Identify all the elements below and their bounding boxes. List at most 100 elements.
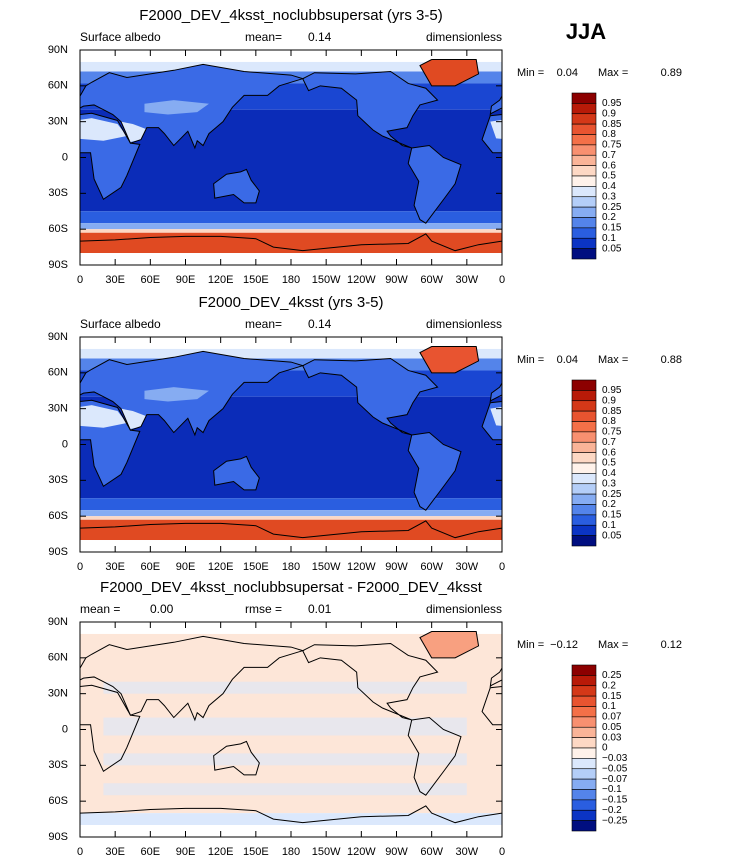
header-center-value: 0.14 xyxy=(308,30,332,44)
field-band xyxy=(80,211,502,224)
lat-tick-label: 0 xyxy=(62,151,68,163)
colorbar-box xyxy=(571,695,597,707)
lon-tick-label: 60E xyxy=(141,846,161,858)
land-fill xyxy=(0,433,39,511)
colorbar-label: 0.8 xyxy=(602,416,616,427)
lon-tick-label: 30E xyxy=(105,274,125,286)
colorbar-box xyxy=(571,400,597,412)
coastline xyxy=(0,146,39,224)
lon-tick-label: 60W xyxy=(420,274,443,286)
colorbar-box xyxy=(571,441,597,453)
colorbar-label: 0.2 xyxy=(602,680,616,691)
colorbar-label: 0.5 xyxy=(602,171,616,182)
colorbar-label: 0.6 xyxy=(602,447,616,458)
desert-fill xyxy=(543,409,568,429)
colorbar-box xyxy=(571,716,597,728)
lon-tick-label: 120E xyxy=(208,274,234,286)
coastline xyxy=(419,59,480,87)
colorbar-box xyxy=(571,390,597,402)
colorbar-box xyxy=(571,758,597,770)
colorbar-label: 0.8 xyxy=(602,129,616,140)
lat-tick-label: 60S xyxy=(48,510,68,522)
lon-tick-label: 150W xyxy=(312,561,341,573)
lon-tick-label: 90E xyxy=(176,274,196,286)
lon-tick-label: 60E xyxy=(141,561,161,573)
lon-tick-label: 60W xyxy=(420,846,443,858)
coastline xyxy=(80,350,305,437)
colorbar-label: −0.25 xyxy=(602,815,628,826)
colorbar-label: 0.15 xyxy=(602,691,622,702)
colorbar-label: 0.85 xyxy=(602,406,622,417)
coastline xyxy=(80,684,141,773)
lon-tick-label: 150E xyxy=(243,846,269,858)
land-fill xyxy=(302,71,438,148)
colorbar-label: −0.03 xyxy=(602,753,628,764)
colorbar-box xyxy=(571,747,597,759)
lat-tick-label: 60S xyxy=(48,223,68,235)
coastline xyxy=(407,717,462,796)
colorbar-box xyxy=(571,789,597,801)
lat-tick-label: 30N xyxy=(48,403,68,415)
coastline xyxy=(80,399,141,488)
colorbar-label: 0.1 xyxy=(602,520,616,531)
colorbar-box xyxy=(571,248,597,260)
colorbar-label: 0.2 xyxy=(602,212,616,223)
lon-tick-label: 150W xyxy=(312,846,341,858)
header-left: mean = xyxy=(80,602,120,616)
lat-tick-label: 30S xyxy=(48,474,68,486)
coastline xyxy=(302,357,439,436)
field-patch xyxy=(103,717,467,736)
colorbar-label: −0.2 xyxy=(602,805,622,816)
coastline xyxy=(419,346,480,374)
colorbar-box xyxy=(571,431,597,443)
colorbar-label: 0.1 xyxy=(602,233,616,244)
field-patch xyxy=(103,783,467,796)
lon-tick-label: 150E xyxy=(243,561,269,573)
lon-tick-label: 90E xyxy=(176,846,196,858)
field-band xyxy=(80,519,502,541)
colorbar-label: 0.5 xyxy=(602,458,616,469)
coastline xyxy=(213,740,260,776)
lon-tick-label: 0 xyxy=(77,274,83,286)
lon-tick-label: 30W xyxy=(456,561,479,573)
colorbar-box xyxy=(571,462,597,474)
colorbar-box xyxy=(571,196,597,208)
field-patch xyxy=(103,753,467,766)
colorbar-box xyxy=(571,154,597,166)
header-right: dimensionless xyxy=(426,317,502,331)
colorbar-label: 0.05 xyxy=(602,722,622,733)
colorbar-label: 0.25 xyxy=(602,489,622,500)
lat-tick-label: 60N xyxy=(48,80,68,92)
colorbar-box xyxy=(571,227,597,239)
header-left: Surface albedo xyxy=(80,30,161,44)
desert-fill xyxy=(121,408,146,429)
header-center-value: 0.01 xyxy=(308,602,332,616)
colorbar-box xyxy=(571,217,597,229)
field-band xyxy=(80,813,502,826)
colorbar-box xyxy=(571,799,597,811)
desert-fill xyxy=(490,119,502,139)
colorbar-box xyxy=(571,134,597,146)
coastline xyxy=(0,72,16,148)
lon-tick-label: 60E xyxy=(141,274,161,286)
lat-tick-label: 60S xyxy=(48,795,68,807)
coastline xyxy=(636,741,682,774)
colorbar-box xyxy=(571,92,597,104)
lon-tick-label: 180 xyxy=(282,561,300,573)
colorbar-label: 0.1 xyxy=(602,701,616,712)
colorbar-label: 0 xyxy=(602,743,608,754)
desert-fill xyxy=(144,100,209,115)
lon-tick-label: 0 xyxy=(499,561,505,573)
land-fill xyxy=(636,169,682,202)
land-fill xyxy=(725,359,733,435)
land-fill xyxy=(725,72,733,148)
max-label: Max = xyxy=(598,354,628,366)
header-center: mean= xyxy=(245,30,282,44)
colorbar-label: 0.07 xyxy=(602,712,622,723)
coastline xyxy=(302,70,439,149)
season-label: JJA xyxy=(566,19,606,44)
colorbar-box xyxy=(571,103,597,115)
colorbar-label: −0.07 xyxy=(602,774,628,785)
colorbar-label: −0.1 xyxy=(602,784,622,795)
header-left-value: 0.00 xyxy=(150,602,174,616)
